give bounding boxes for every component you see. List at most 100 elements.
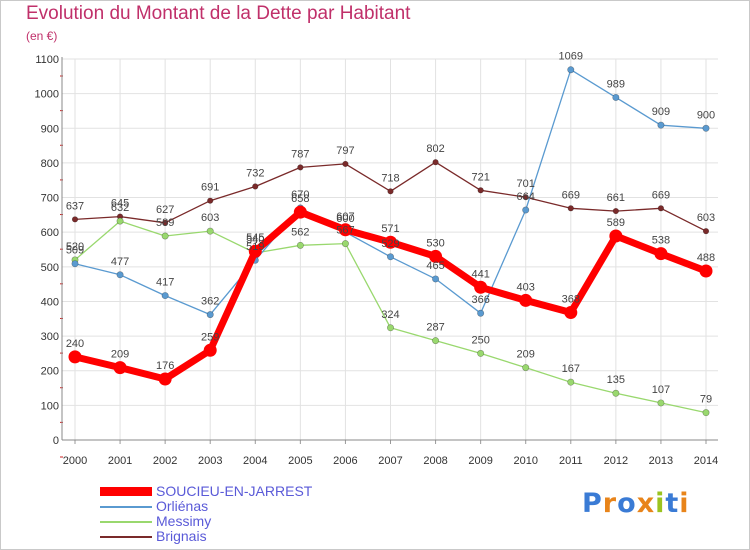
data-label: 240	[66, 338, 84, 350]
data-label: 250	[471, 334, 489, 346]
data-point	[342, 160, 349, 168]
chart-title: Evolution du Montant de la Dette par Hab…	[26, 3, 411, 24]
data-point	[657, 399, 665, 407]
data-label: 520	[66, 241, 84, 253]
data-label: 209	[517, 349, 535, 361]
data-label: 589	[156, 217, 174, 229]
data-label: 661	[607, 192, 625, 204]
data-point	[612, 93, 620, 101]
data-point	[113, 361, 127, 375]
data-point	[252, 183, 259, 190]
data-label: 545	[246, 232, 264, 244]
y-tick-label: 200	[41, 366, 59, 378]
legend-swatch-messimy	[100, 520, 152, 523]
data-point	[207, 197, 214, 204]
x-tick-label: 2002	[153, 455, 177, 467]
legend-item-orlienas: Orliénas	[100, 499, 312, 514]
data-point	[162, 219, 169, 226]
data-label: 900	[697, 109, 715, 121]
data-label: 366	[471, 294, 489, 306]
data-label: 645	[111, 198, 129, 210]
x-tick-label: 2001	[108, 455, 132, 467]
y-tick-label: 1000	[35, 89, 59, 101]
data-point	[567, 66, 575, 74]
x-tick-label: 2010	[513, 455, 537, 467]
data-point	[522, 206, 530, 214]
data-label: 909	[652, 106, 670, 118]
data-point	[567, 378, 575, 386]
data-label: 718	[381, 172, 399, 184]
x-tick-label: 2008	[423, 455, 447, 467]
data-point	[68, 350, 82, 364]
x-tick-label: 2004	[243, 455, 267, 467]
data-label: 509	[66, 245, 84, 257]
data-point	[387, 188, 394, 195]
legend-label-messimy: Messimy	[156, 513, 212, 529]
data-label: 721	[471, 171, 489, 183]
chart-unit: (en €)	[26, 29, 58, 43]
data-label: 287	[426, 322, 444, 334]
data-point	[522, 194, 529, 201]
data-point	[161, 292, 169, 300]
legend-swatch-soucieu	[100, 487, 152, 496]
data-label: 701	[517, 178, 535, 190]
legend-item-brignais: Brignais	[100, 529, 312, 544]
legend-label-orlienas: Orliénas	[156, 498, 209, 514]
data-point	[474, 280, 488, 294]
data-label: 538	[652, 235, 670, 247]
proxiti-logo: Proxiti	[582, 488, 690, 519]
data-label: 79	[700, 394, 712, 406]
y-tick-label: 700	[41, 193, 59, 205]
data-point	[71, 216, 79, 223]
data-point	[161, 232, 169, 240]
legend: SOUCIEU-EN-JARREST Orliénas Messimy Brig…	[100, 484, 312, 544]
data-point	[657, 121, 665, 129]
data-point	[612, 389, 620, 397]
x-tick-label: 2003	[198, 455, 222, 467]
legend-item-messimy: Messimy	[100, 514, 312, 529]
y-tick-label: 900	[41, 123, 59, 135]
data-label: 571	[381, 223, 399, 235]
legend-swatch-brignais	[100, 535, 152, 538]
data-point	[702, 124, 710, 132]
data-point	[477, 309, 485, 317]
data-point	[386, 324, 394, 332]
y-tick-label: 800	[41, 158, 59, 170]
data-point	[338, 223, 352, 237]
data-point	[206, 311, 214, 319]
y-tick-label: 0	[53, 435, 59, 447]
data-label: 562	[291, 226, 309, 238]
data-point	[296, 241, 304, 249]
data-point	[432, 275, 440, 283]
data-label: 787	[291, 148, 309, 160]
data-label: 802	[426, 143, 444, 155]
data-point	[654, 247, 668, 261]
data-label: 107	[652, 384, 670, 396]
x-tick-label: 2011	[559, 455, 583, 467]
data-label: 603	[201, 212, 219, 224]
data-label: 368	[562, 294, 580, 306]
y-tick-label: 400	[41, 296, 59, 308]
data-point	[477, 349, 485, 357]
data-label: 567	[336, 225, 354, 237]
data-point	[71, 260, 79, 268]
data-label: 477	[111, 256, 129, 268]
data-label: 209	[111, 349, 129, 361]
data-point	[384, 235, 397, 249]
data-label: 603	[697, 212, 715, 224]
data-label: 135	[607, 374, 625, 386]
data-label: 989	[607, 78, 625, 90]
x-tick-label: 2009	[468, 455, 492, 467]
data-label: 488	[697, 252, 715, 264]
data-point	[297, 164, 304, 171]
legend-item-soucieu: SOUCIEU-EN-JARREST	[100, 484, 312, 499]
data-label: 632	[111, 202, 129, 214]
y-tick-label: 500	[41, 262, 59, 274]
data-label: 259	[201, 331, 219, 343]
data-label: 167	[562, 363, 580, 375]
x-tick-label: 2007	[378, 455, 402, 467]
data-label: 732	[246, 167, 264, 179]
data-label: 529	[381, 238, 399, 250]
data-point	[702, 228, 710, 235]
